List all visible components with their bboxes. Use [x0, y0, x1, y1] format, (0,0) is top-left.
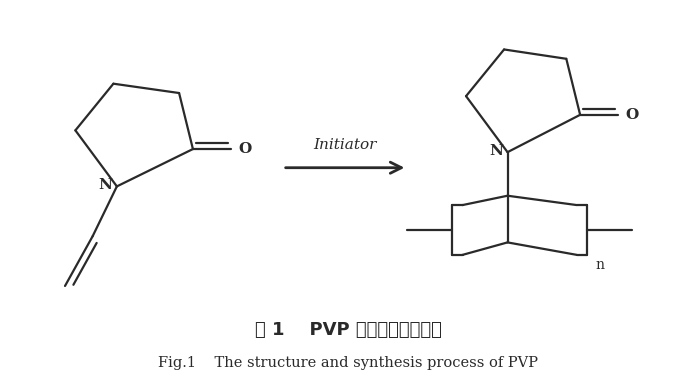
Text: 图 1    PVP 的结构及合成过程: 图 1 PVP 的结构及合成过程 — [255, 321, 442, 338]
Text: Fig.1    The structure and synthesis process of PVP: Fig.1 The structure and synthesis proces… — [158, 356, 539, 370]
Text: N: N — [98, 178, 112, 192]
Text: O: O — [238, 142, 252, 156]
Text: N: N — [489, 144, 503, 158]
Text: Initiator: Initiator — [314, 138, 377, 152]
Text: O: O — [625, 108, 638, 122]
Text: n: n — [595, 258, 604, 272]
